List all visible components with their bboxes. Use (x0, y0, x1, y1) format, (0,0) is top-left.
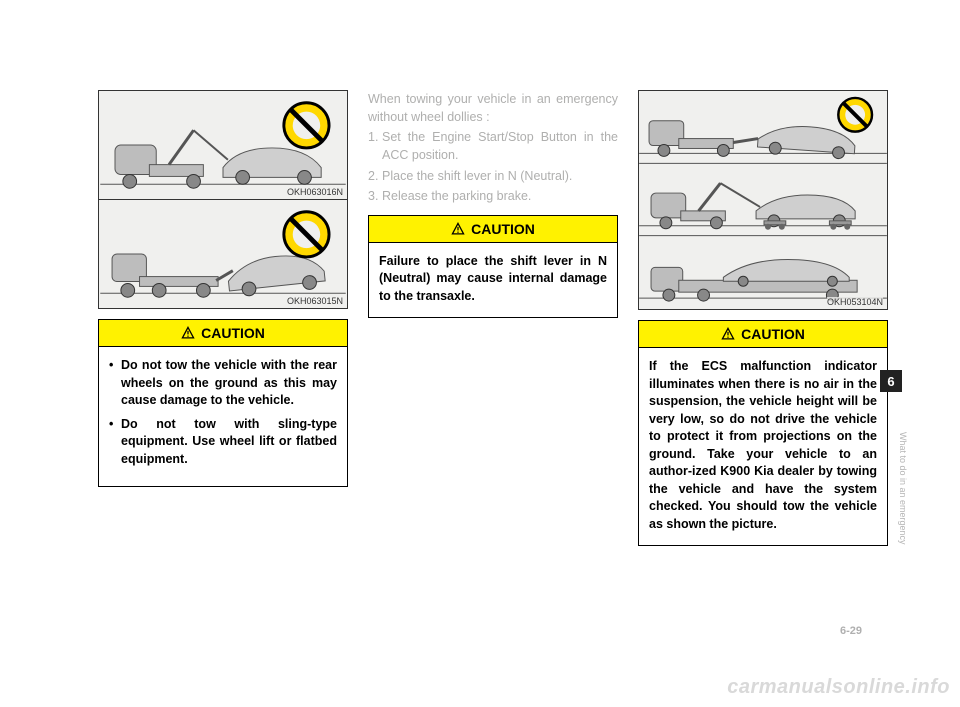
caution-title: CAUTION (741, 326, 805, 342)
page-number: 6-29 (840, 625, 862, 637)
column-1: OKH063016N (98, 90, 348, 546)
section-tab: 6 (880, 370, 902, 392)
caution-box-ecs: CAUTION If the ECS malfunction indicator… (638, 320, 888, 546)
caution-header: CAUTION (369, 216, 617, 243)
body-text: When towing your vehicle in an emergency… (368, 90, 618, 205)
watermark: carmanualsonline.info (727, 676, 950, 699)
page-content: OKH063016N (98, 90, 888, 546)
section-label: What to do in an emergency (892, 398, 908, 578)
caution-header: CAUTION (639, 321, 887, 348)
caution-item: Do not tow the vehicle with the rear whe… (109, 357, 337, 410)
warning-icon (451, 222, 465, 236)
step-1: 1. Set the Engine Start/Stop Button in t… (368, 128, 618, 164)
illustration-tow-sling: OKH063015N (98, 199, 348, 309)
step-3: 3. Release the parking brake. (368, 187, 618, 205)
caution-header: CAUTION (99, 320, 347, 347)
column-2: When towing your vehicle in an emergency… (368, 90, 618, 546)
illustration-label: OKH063016N (287, 187, 343, 197)
warning-icon (721, 327, 735, 341)
intro-text: When towing your vehicle in an emergency… (368, 90, 618, 126)
caution-box-neutral: CAUTION Failure to place the shift lever… (368, 215, 618, 319)
caution-box-towing: CAUTION Do not tow the vehicle with the … (98, 319, 348, 487)
caution-title: CAUTION (201, 325, 265, 341)
illustration-correct-towing: OKH053104N (638, 90, 888, 310)
caution-item: Do not tow with sling-type equipment. Us… (109, 416, 337, 469)
step-2: 2. Place the shift lever in N (Neutral). (368, 167, 618, 185)
illustration-tow-rear-lift: OKH063016N (98, 90, 348, 200)
caution-title: CAUTION (471, 221, 535, 237)
caution-body: Failure to place the shift lever in N (N… (369, 243, 617, 318)
section-number: 6 (887, 374, 894, 389)
caution-body: If the ECS malfunction indicator illumin… (639, 348, 887, 545)
illustration-label: OKH053104N (827, 297, 883, 307)
illustration-label: OKH063015N (287, 296, 343, 306)
column-3: OKH053104N CAUTION If the ECS malfunctio… (638, 90, 888, 546)
warning-icon (181, 326, 195, 340)
caution-body: Do not tow the vehicle with the rear whe… (99, 347, 347, 486)
